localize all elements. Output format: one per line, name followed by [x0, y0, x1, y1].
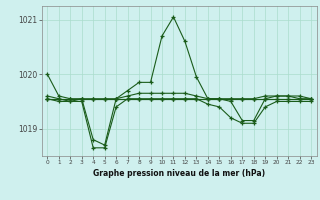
X-axis label: Graphe pression niveau de la mer (hPa): Graphe pression niveau de la mer (hPa)	[93, 169, 265, 178]
